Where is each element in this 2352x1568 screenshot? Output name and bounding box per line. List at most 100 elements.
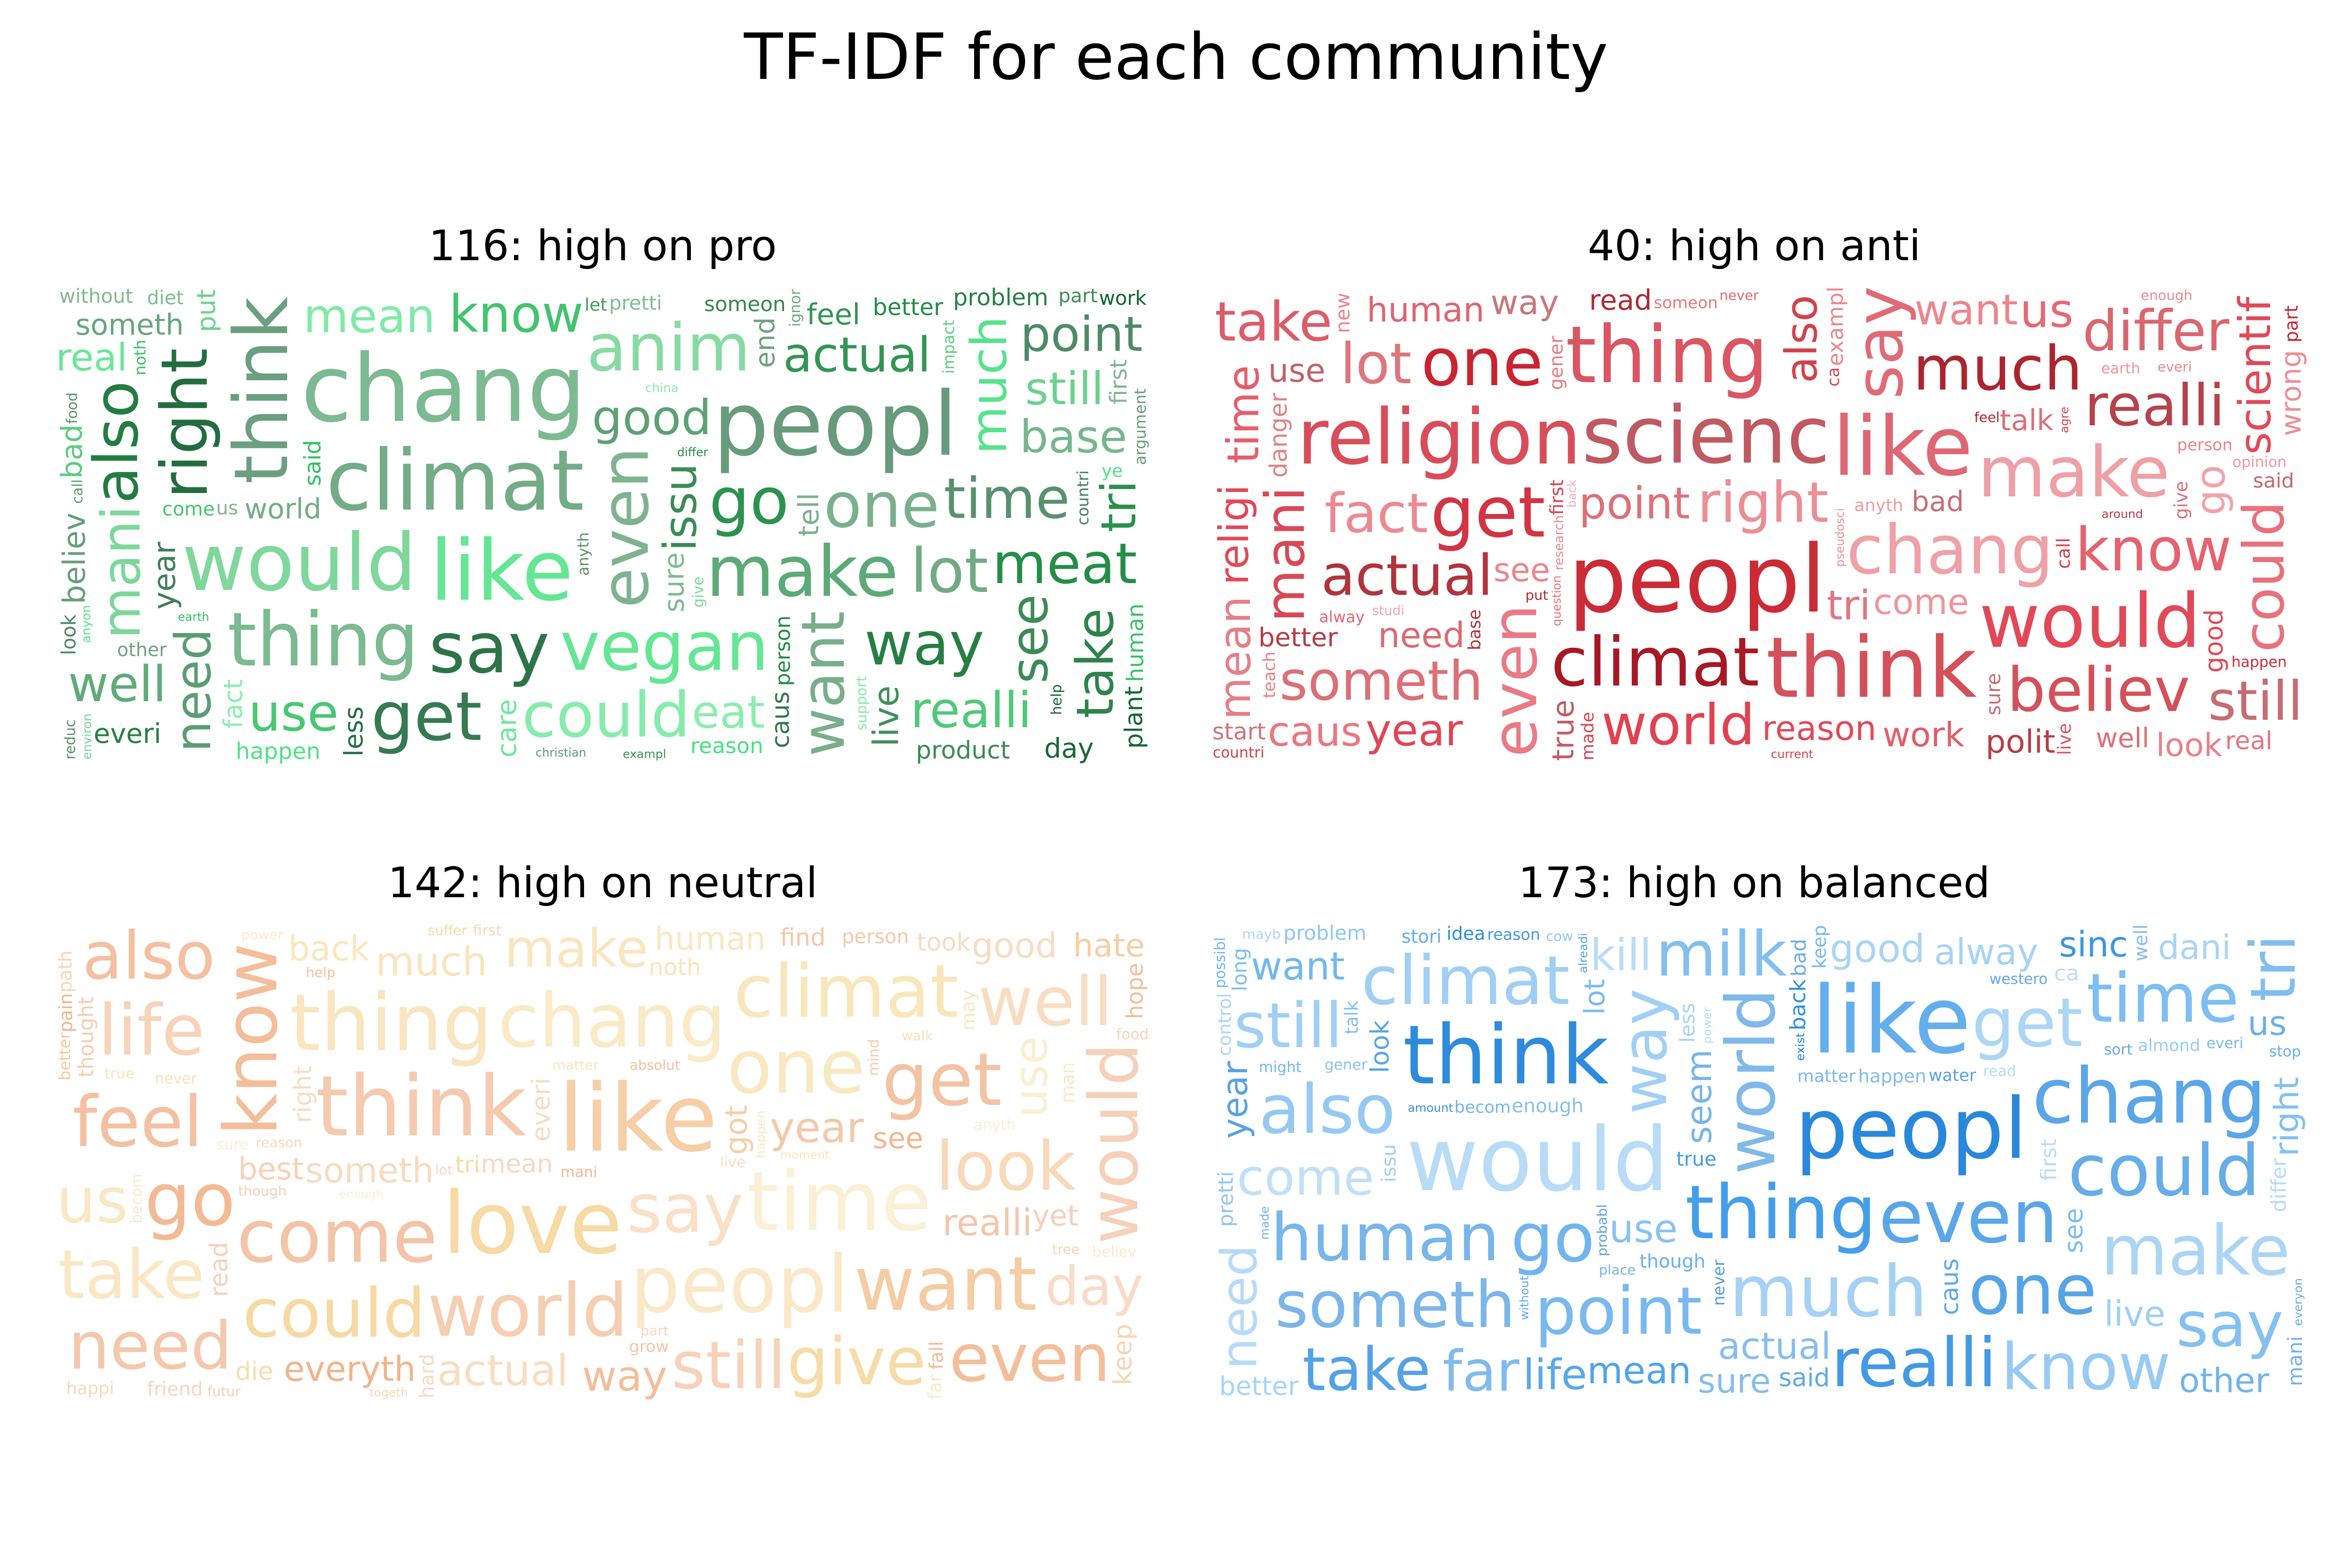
cloud-word: also bbox=[81, 381, 152, 504]
cloud-word: feel bbox=[807, 297, 860, 331]
cloud-word: see bbox=[1494, 551, 1550, 589]
cloud-word: first bbox=[2036, 1139, 2061, 1181]
cloud-word: sinc bbox=[2059, 924, 2128, 965]
cloud-word: one bbox=[824, 469, 940, 541]
cloud-word: peopl bbox=[1568, 525, 1827, 634]
cloud-word: chang bbox=[498, 978, 726, 1064]
cloud-word: true bbox=[1676, 1148, 1717, 1171]
cloud-word: better bbox=[1219, 1372, 1299, 1401]
cloud-word: time bbox=[944, 466, 1070, 531]
cloud-word: would bbox=[182, 517, 417, 609]
cloud-word: could bbox=[243, 1274, 426, 1353]
cloud-word: lot bbox=[435, 1162, 453, 1178]
cloud-word: togeth bbox=[369, 1386, 408, 1399]
cloud-word: life bbox=[1523, 1350, 1587, 1399]
cloud-word: idea bbox=[1446, 923, 1486, 944]
cloud-word: seem bbox=[1679, 1049, 1719, 1144]
cloud-word: problem bbox=[953, 284, 1049, 311]
cloud-word: get bbox=[1430, 471, 1545, 553]
cloud-word: around bbox=[2102, 507, 2143, 521]
cloud-word: reason bbox=[1487, 925, 1541, 944]
cloud-word: anyth bbox=[974, 1117, 1016, 1134]
cloud-word: exampl bbox=[1823, 286, 1848, 366]
cloud-word: look bbox=[1366, 1020, 1395, 1073]
cloud-word: fact bbox=[219, 679, 248, 729]
cloud-word: back bbox=[1565, 479, 1579, 508]
cloud-word: polit bbox=[1985, 724, 2056, 760]
cloud-word: cow bbox=[1546, 928, 1573, 944]
cloud-word: year bbox=[770, 1103, 864, 1152]
cloud-word: better bbox=[873, 294, 943, 321]
cloud-word: studi bbox=[1372, 603, 1405, 618]
cloud-word: first bbox=[473, 922, 502, 939]
cloud-word: gener bbox=[1545, 336, 1567, 390]
cloud-word: christian bbox=[536, 746, 587, 760]
cloud-word: way bbox=[864, 610, 984, 679]
cloud-word: also bbox=[82, 921, 216, 994]
cloud-word: think bbox=[218, 296, 305, 484]
cloud-word: world bbox=[427, 1269, 629, 1353]
cloud-word: actual bbox=[437, 1346, 568, 1396]
cloud-word: pretti bbox=[1214, 1171, 1238, 1227]
cloud-word: religi bbox=[1210, 484, 1258, 585]
cloud-word: sort bbox=[2104, 1041, 2133, 1058]
cloud-word: friend bbox=[147, 1378, 203, 1400]
cloud-word: better bbox=[1258, 623, 1338, 653]
cloud-word: happen bbox=[1858, 1066, 1927, 1087]
cloud-word: take bbox=[1065, 608, 1125, 718]
cloud-word: say bbox=[429, 607, 550, 689]
cloud-word: make bbox=[504, 921, 648, 980]
cloud-word: vegan bbox=[560, 607, 769, 686]
cloud-word: power bbox=[241, 927, 284, 943]
cloud-word: go bbox=[1511, 1199, 1595, 1277]
cloud-word: westero bbox=[1989, 971, 2048, 988]
cloud-word: thought bbox=[74, 996, 98, 1078]
cloud-word: good bbox=[972, 926, 1057, 966]
cloud-word: stori bbox=[1401, 926, 1442, 947]
cloud-word: alway bbox=[1319, 608, 1365, 626]
cloud-word: reason bbox=[690, 734, 763, 759]
cloud-word: exampl bbox=[623, 747, 666, 761]
cloud-word: take bbox=[58, 1235, 205, 1314]
cloud-word: anim bbox=[587, 310, 751, 386]
cloud-word: read bbox=[205, 1242, 233, 1297]
cloud-word: base bbox=[1465, 609, 1485, 650]
cloud-word: everyon bbox=[2291, 1278, 2305, 1326]
cloud-word: agre bbox=[2058, 406, 2071, 433]
cloud-word: pretti bbox=[609, 292, 662, 315]
cloud-word: everi bbox=[94, 718, 162, 749]
cloud-word: need bbox=[68, 1308, 232, 1384]
cloud-word: think bbox=[1766, 619, 1977, 717]
cloud-word: tri bbox=[2237, 934, 2308, 1002]
cloud-word: plant bbox=[1120, 686, 1148, 749]
cloud-word: sure bbox=[1698, 1362, 1771, 1401]
cloud-word: issu bbox=[1378, 1144, 1400, 1182]
cloud-word: less bbox=[339, 706, 369, 757]
cloud-word: reduc bbox=[62, 719, 78, 760]
cloud-word: care bbox=[491, 699, 522, 758]
cloud-word: even bbox=[1478, 604, 1551, 757]
cloud-word: someon bbox=[704, 292, 786, 316]
cloud-word: right bbox=[289, 1065, 317, 1123]
cloud-word: put bbox=[192, 289, 221, 332]
cloud-word: live bbox=[866, 685, 906, 747]
cloud-word: first bbox=[1105, 359, 1132, 404]
cloud-word: meat bbox=[992, 531, 1137, 596]
cloud-word: mani bbox=[1254, 486, 1317, 622]
cloud-word: alreadi bbox=[1576, 932, 1590, 973]
cloud-word: still bbox=[671, 1327, 786, 1401]
cloud-word: come bbox=[162, 498, 215, 520]
cloud-word: mani bbox=[2283, 1336, 2307, 1386]
cloud-word: even bbox=[587, 446, 663, 608]
cloud-word: anyth bbox=[1854, 496, 1904, 515]
cloud-word: path bbox=[54, 950, 76, 993]
cloud-word: peopl bbox=[1795, 1080, 2028, 1178]
cloud-word: never bbox=[1719, 287, 1759, 303]
cloud-word: noth bbox=[649, 954, 701, 981]
cloud-word: work bbox=[1099, 287, 1147, 310]
cloud-word: moment bbox=[780, 1148, 830, 1162]
cloud-word: might bbox=[1259, 1059, 1302, 1076]
cloud-word: new bbox=[1332, 293, 1354, 333]
cloud-word: come bbox=[237, 1195, 438, 1279]
cloud-word: part bbox=[1058, 285, 1098, 307]
